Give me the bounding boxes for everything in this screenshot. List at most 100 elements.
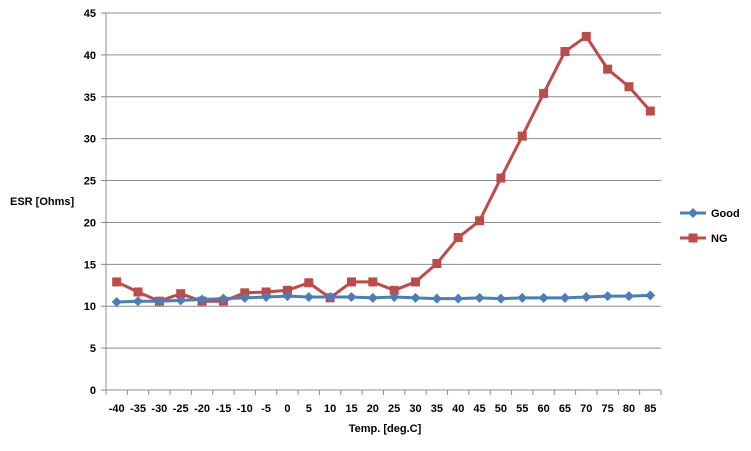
point-good-22 xyxy=(581,292,592,303)
point-good-4 xyxy=(197,294,208,305)
x-axis-label: Temp. [deg.C] xyxy=(349,423,422,435)
point-good-24 xyxy=(623,291,634,302)
series-good xyxy=(111,290,656,308)
point-good-14 xyxy=(410,292,421,303)
y-tick-label-1: 5 xyxy=(90,343,96,355)
point-ng-15 xyxy=(432,258,442,268)
point-good-2 xyxy=(154,296,165,307)
point-good-16 xyxy=(453,293,464,304)
point-ng-3 xyxy=(176,289,186,299)
x-tick-label-3: -25 xyxy=(173,403,189,415)
y-tick-label-6: 30 xyxy=(84,134,96,146)
y-tick-label-7: 35 xyxy=(84,92,96,104)
y-tick-label-3: 15 xyxy=(84,259,96,271)
y-tick-label-0: 0 xyxy=(90,385,96,397)
point-good-18 xyxy=(495,293,506,304)
point-good-9 xyxy=(303,292,314,303)
point-good-6 xyxy=(239,292,250,303)
point-good-5 xyxy=(218,293,229,304)
x-tick-label-23: 75 xyxy=(602,403,614,415)
point-good-21 xyxy=(559,292,570,303)
x-tick-label-20: 60 xyxy=(537,403,549,415)
series-line-ng xyxy=(116,34,652,303)
point-good-12 xyxy=(367,292,378,303)
y-tick-label-5: 25 xyxy=(84,176,96,188)
y-axis-ticks: 0 5 10 15 20 25 30 35 40 45 xyxy=(84,8,96,397)
x-tick-label-14: 30 xyxy=(409,403,421,415)
legend: Good NG xyxy=(680,208,740,245)
legend-item-ng: NG xyxy=(680,233,728,245)
legend-item-good: Good xyxy=(680,208,740,220)
legend-label-good: Good xyxy=(711,208,740,220)
x-tick-label-16: 40 xyxy=(452,403,464,415)
gridlines xyxy=(101,12,661,391)
point-ng-0 xyxy=(112,277,122,287)
point-ng-14 xyxy=(411,277,421,287)
x-tick-label-13: 25 xyxy=(388,403,400,415)
legend-marker-good xyxy=(688,208,698,218)
series-line-good xyxy=(116,293,651,304)
point-good-8 xyxy=(282,291,293,302)
point-good-10 xyxy=(325,292,336,303)
point-ng-18 xyxy=(496,173,506,183)
point-ng-20 xyxy=(539,88,549,98)
point-ng-6 xyxy=(240,288,250,298)
x-tick-label-22: 70 xyxy=(580,403,592,415)
x-tick-label-0: -40 xyxy=(109,403,125,415)
x-tick-label-5: -15 xyxy=(215,403,231,415)
x-tick-label-21: 65 xyxy=(559,403,571,415)
point-ng-19 xyxy=(517,131,527,141)
y-tick-label-9: 45 xyxy=(84,8,96,20)
point-ng-7 xyxy=(261,287,271,297)
point-ng-16 xyxy=(453,233,463,243)
x-tick-label-15: 35 xyxy=(431,403,443,415)
point-ng-1 xyxy=(133,287,143,297)
point-ng-24 xyxy=(624,82,634,92)
point-good-17 xyxy=(474,292,485,303)
axes xyxy=(105,13,661,391)
x-tick-label-1: -35 xyxy=(130,403,146,415)
point-ng-8 xyxy=(282,285,292,295)
point-good-20 xyxy=(538,292,549,303)
y-tick-label-8: 40 xyxy=(84,50,96,62)
point-good-25 xyxy=(645,290,656,301)
point-good-13 xyxy=(389,292,400,303)
x-tick-label-7: -5 xyxy=(261,403,271,415)
x-tick-label-9: 5 xyxy=(306,403,312,415)
point-ng-12 xyxy=(368,277,378,287)
point-ng-13 xyxy=(389,285,399,295)
series-layer xyxy=(111,31,656,308)
point-good-3 xyxy=(175,295,186,306)
point-good-11 xyxy=(346,292,357,303)
x-tick-label-19: 55 xyxy=(516,403,528,415)
point-good-0 xyxy=(111,297,122,308)
x-tick-label-4: -20 xyxy=(194,403,210,415)
point-good-23 xyxy=(602,291,613,302)
y-tick-label-4: 20 xyxy=(84,217,96,229)
x-axis-ticks: -40 -35 -30 -25 -20 -15 -10 -5 0 5 10 15 20 25 30 35 40 4… xyxy=(105,390,662,415)
point-good-19 xyxy=(517,292,528,303)
x-tick-label-6: -10 xyxy=(237,403,253,415)
point-good-15 xyxy=(431,293,442,304)
legend-label-ng: NG xyxy=(711,233,728,245)
point-ng-17 xyxy=(475,216,485,226)
x-tick-label-12: 20 xyxy=(367,403,379,415)
x-tick-label-24: 80 xyxy=(623,403,635,415)
x-tick-label-25: 85 xyxy=(644,403,656,415)
point-ng-25 xyxy=(645,106,655,116)
point-ng-22 xyxy=(581,31,591,41)
x-tick-label-17: 45 xyxy=(473,403,485,415)
point-good-7 xyxy=(261,292,272,303)
x-tick-label-2: -30 xyxy=(151,403,167,415)
legend-marker-ng xyxy=(688,233,698,243)
x-tick-label-11: 15 xyxy=(345,403,357,415)
x-tick-label-10: 10 xyxy=(324,403,336,415)
point-good-1 xyxy=(133,296,144,307)
point-ng-9 xyxy=(304,278,314,288)
x-tick-label-8: 0 xyxy=(284,403,290,415)
point-ng-11 xyxy=(346,277,356,287)
point-ng-23 xyxy=(603,64,613,74)
y-axis-label: ESR [Ohms] xyxy=(10,196,75,208)
point-ng-21 xyxy=(560,47,570,57)
